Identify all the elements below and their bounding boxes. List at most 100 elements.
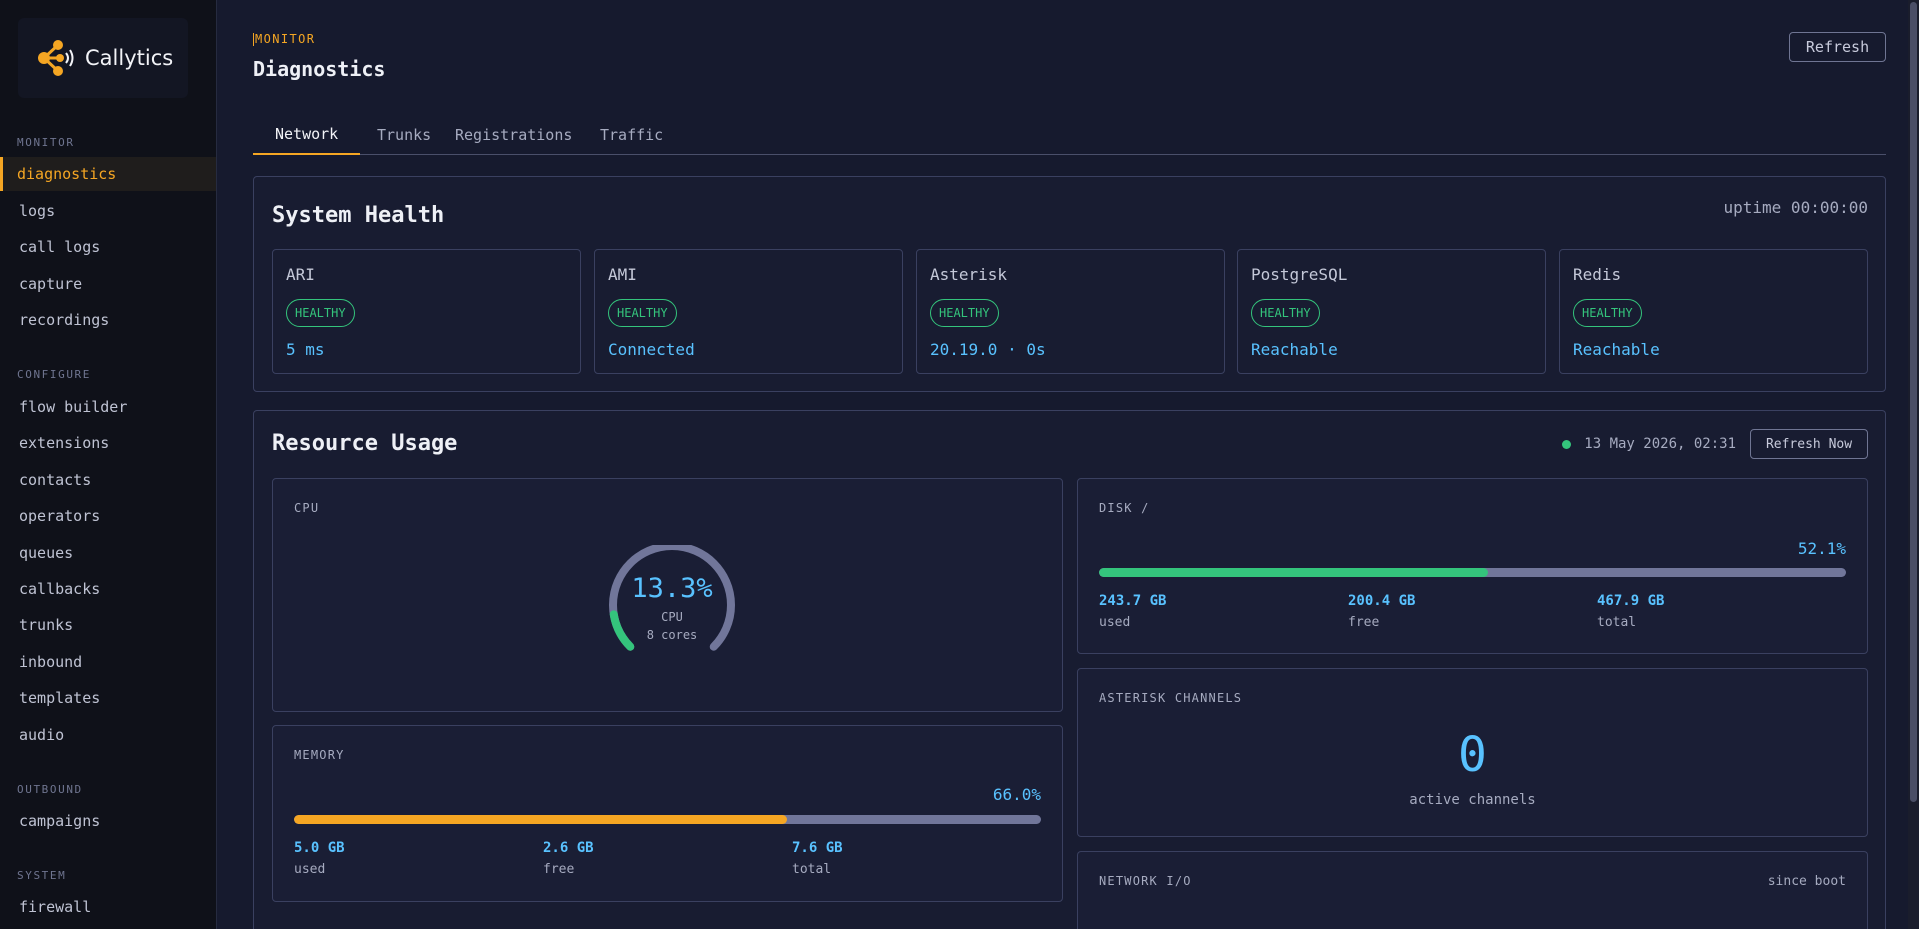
cpu-label: CPU <box>294 501 320 515</box>
stat-label: total <box>792 862 832 877</box>
cpu-card: CPU 13.3% CPU 8 cores <box>272 478 1063 712</box>
sidebar-item-firewall[interactable]: firewall <box>19 898 92 916</box>
tab-traffic[interactable]: Traffic <box>600 125 664 144</box>
nav-section-configure: CONFIGURE <box>17 368 92 381</box>
stat-value: 467.9 GB <box>1597 593 1665 609</box>
nav-section-system: SYSTEM <box>17 869 67 882</box>
disk-used: 243.7 GB used <box>1099 593 1166 630</box>
service-value: Reachable <box>1573 340 1660 359</box>
stat-value: 2.6 GB <box>543 840 594 856</box>
last-updated-timestamp: 13 May 2026, 02:31 <box>1584 436 1736 452</box>
disk-card: DISK / 52.1% 243.7 GB used 200.4 GB free… <box>1077 478 1868 654</box>
service-name: AMI <box>608 265 637 284</box>
resource-usage-panel: Resource Usage 13 May 2026, 02:31 Refres… <box>253 410 1886 929</box>
stat-label: used <box>294 862 326 877</box>
sidebar-item-diagnostics[interactable]: diagnostics <box>0 157 216 191</box>
sidebar-item-logs[interactable]: logs <box>19 202 56 220</box>
sidebar-item-recordings[interactable]: recordings <box>19 311 110 329</box>
sidebar-item-queues[interactable]: queues <box>19 544 74 562</box>
uptime-label: uptime 00:00:00 <box>1723 198 1869 217</box>
sidebar-item-operators[interactable]: operators <box>19 507 101 525</box>
brand-name: Callytics <box>85 46 174 70</box>
cpu-percent: 13.3% <box>631 573 712 604</box>
sidebar-item-inbound[interactable]: inbound <box>19 653 83 671</box>
scrollbar-thumb[interactable] <box>1910 2 1917 802</box>
sidebar: Callytics MONITOR diagnostics logs call log… <box>0 0 217 929</box>
memory-percent: 66.0% <box>992 785 1041 804</box>
status-badge: HEALTHY <box>286 299 355 327</box>
memory-free: 2.6 GB free <box>543 840 594 877</box>
cpu-sub-label: CPU <box>661 610 683 624</box>
memory-bar-fill <box>294 815 788 824</box>
sidebar-item-flow-builder[interactable]: flow builder <box>19 398 128 416</box>
service-name: Asterisk <box>930 265 1008 284</box>
sidebar-item-contacts[interactable]: contacts <box>19 471 92 489</box>
nav-section-monitor: MONITOR <box>17 136 75 149</box>
status-badge: HEALTHY <box>1573 299 1642 327</box>
refresh-now-button[interactable]: Refresh Now <box>1750 429 1868 459</box>
sidebar-item-call-logs[interactable]: call logs <box>19 238 101 256</box>
sidebar-item-capture[interactable]: capture <box>19 275 83 293</box>
health-card-ari: ARI HEALTHY 5 ms <box>272 249 581 374</box>
tab-network[interactable]: Network <box>253 114 361 155</box>
resource-usage-title: Resource Usage <box>272 431 458 456</box>
active-channels-label: active channels <box>1409 792 1536 808</box>
service-value: Connected <box>608 340 695 359</box>
sidebar-item-audio[interactable]: audio <box>19 726 65 744</box>
cpu-gauge-fill <box>609 610 635 651</box>
resource-actions: 13 May 2026, 02:31 Refresh Now <box>1562 429 1868 459</box>
stat-value: 7.6 GB <box>792 840 843 856</box>
service-value: 5 ms <box>286 340 325 359</box>
tab-bar: Network Trunks Registrations Traffic <box>253 114 1886 155</box>
cpu-gauge-track <box>609 545 735 651</box>
sidebar-item-extensions[interactable]: extensions <box>19 434 110 452</box>
nav-section-outbound: OUTBOUND <box>17 783 83 796</box>
page-title: Diagnostics <box>253 57 386 81</box>
disk-bar <box>1099 568 1846 577</box>
system-health-panel: System Health uptime 00:00:00 ARI HEALTH… <box>253 176 1886 392</box>
sidebar-item-callbacks[interactable]: callbacks <box>19 580 101 598</box>
stat-value: 5.0 GB <box>294 840 345 856</box>
refresh-button[interactable]: Refresh <box>1789 32 1886 62</box>
asterisk-channels-label: ASTERISK CHANNELS <box>1099 691 1243 705</box>
status-badge: HEALTHY <box>1251 299 1320 327</box>
memory-bar <box>294 815 1041 824</box>
memory-total: 7.6 GB total <box>792 840 843 877</box>
health-card-postgresql: PostgreSQL HEALTHY Reachable <box>1237 249 1546 374</box>
page-eyebrow: MONITOR <box>253 32 316 46</box>
page-scrollbar[interactable] <box>1908 0 1919 929</box>
status-badge: HEALTHY <box>608 299 677 327</box>
tab-trunks[interactable]: Trunks <box>377 125 432 144</box>
since-boot-label: since boot <box>1767 874 1846 889</box>
health-card-asterisk: Asterisk HEALTHY 20.19.0 · 0s <box>916 249 1225 374</box>
cpu-gauge: 13.3% CPU 8 cores <box>609 545 735 651</box>
tab-registrations[interactable]: Registrations <box>455 125 573 144</box>
service-value: Reachable <box>1251 340 1338 359</box>
active-channels-count: 0 <box>1458 727 1487 783</box>
brand[interactable]: Callytics <box>18 18 188 98</box>
sidebar-item-templates[interactable]: templates <box>19 689 101 707</box>
service-value: 20.19.0 · 0s <box>930 340 1046 359</box>
stat-label: used <box>1099 615 1131 630</box>
health-card-ami: AMI HEALTHY Connected <box>594 249 903 374</box>
sidebar-item-trunks[interactable]: trunks <box>19 616 74 634</box>
disk-free: 200.4 GB free <box>1348 593 1415 630</box>
memory-card: MEMORY 66.0% 5.0 GB used 2.6 GB free 7.6… <box>272 725 1063 902</box>
sidebar-item-campaigns[interactable]: campaigns <box>19 812 101 830</box>
stat-label: total <box>1597 615 1637 630</box>
health-card-redis: Redis HEALTHY Reachable <box>1559 249 1868 374</box>
system-health-title: System Health <box>272 203 445 228</box>
network-io-label: NETWORK I/O <box>1099 874 1192 888</box>
cpu-cores: 8 cores <box>647 628 698 642</box>
main-content: MONITOR Diagnostics Refresh Network Trun… <box>218 0 1919 929</box>
memory-used: 5.0 GB used <box>294 840 345 877</box>
stat-value: 200.4 GB <box>1348 593 1416 609</box>
memory-label: MEMORY <box>294 748 345 762</box>
disk-total: 467.9 GB total <box>1597 593 1664 630</box>
status-badge: HEALTHY <box>930 299 999 327</box>
disk-percent: 52.1% <box>1797 539 1846 558</box>
service-name: PostgreSQL <box>1251 265 1348 284</box>
network-io-card: NETWORK I/O since boot <box>1077 851 1868 929</box>
service-name: ARI <box>286 265 315 284</box>
stat-label: free <box>1348 615 1380 630</box>
